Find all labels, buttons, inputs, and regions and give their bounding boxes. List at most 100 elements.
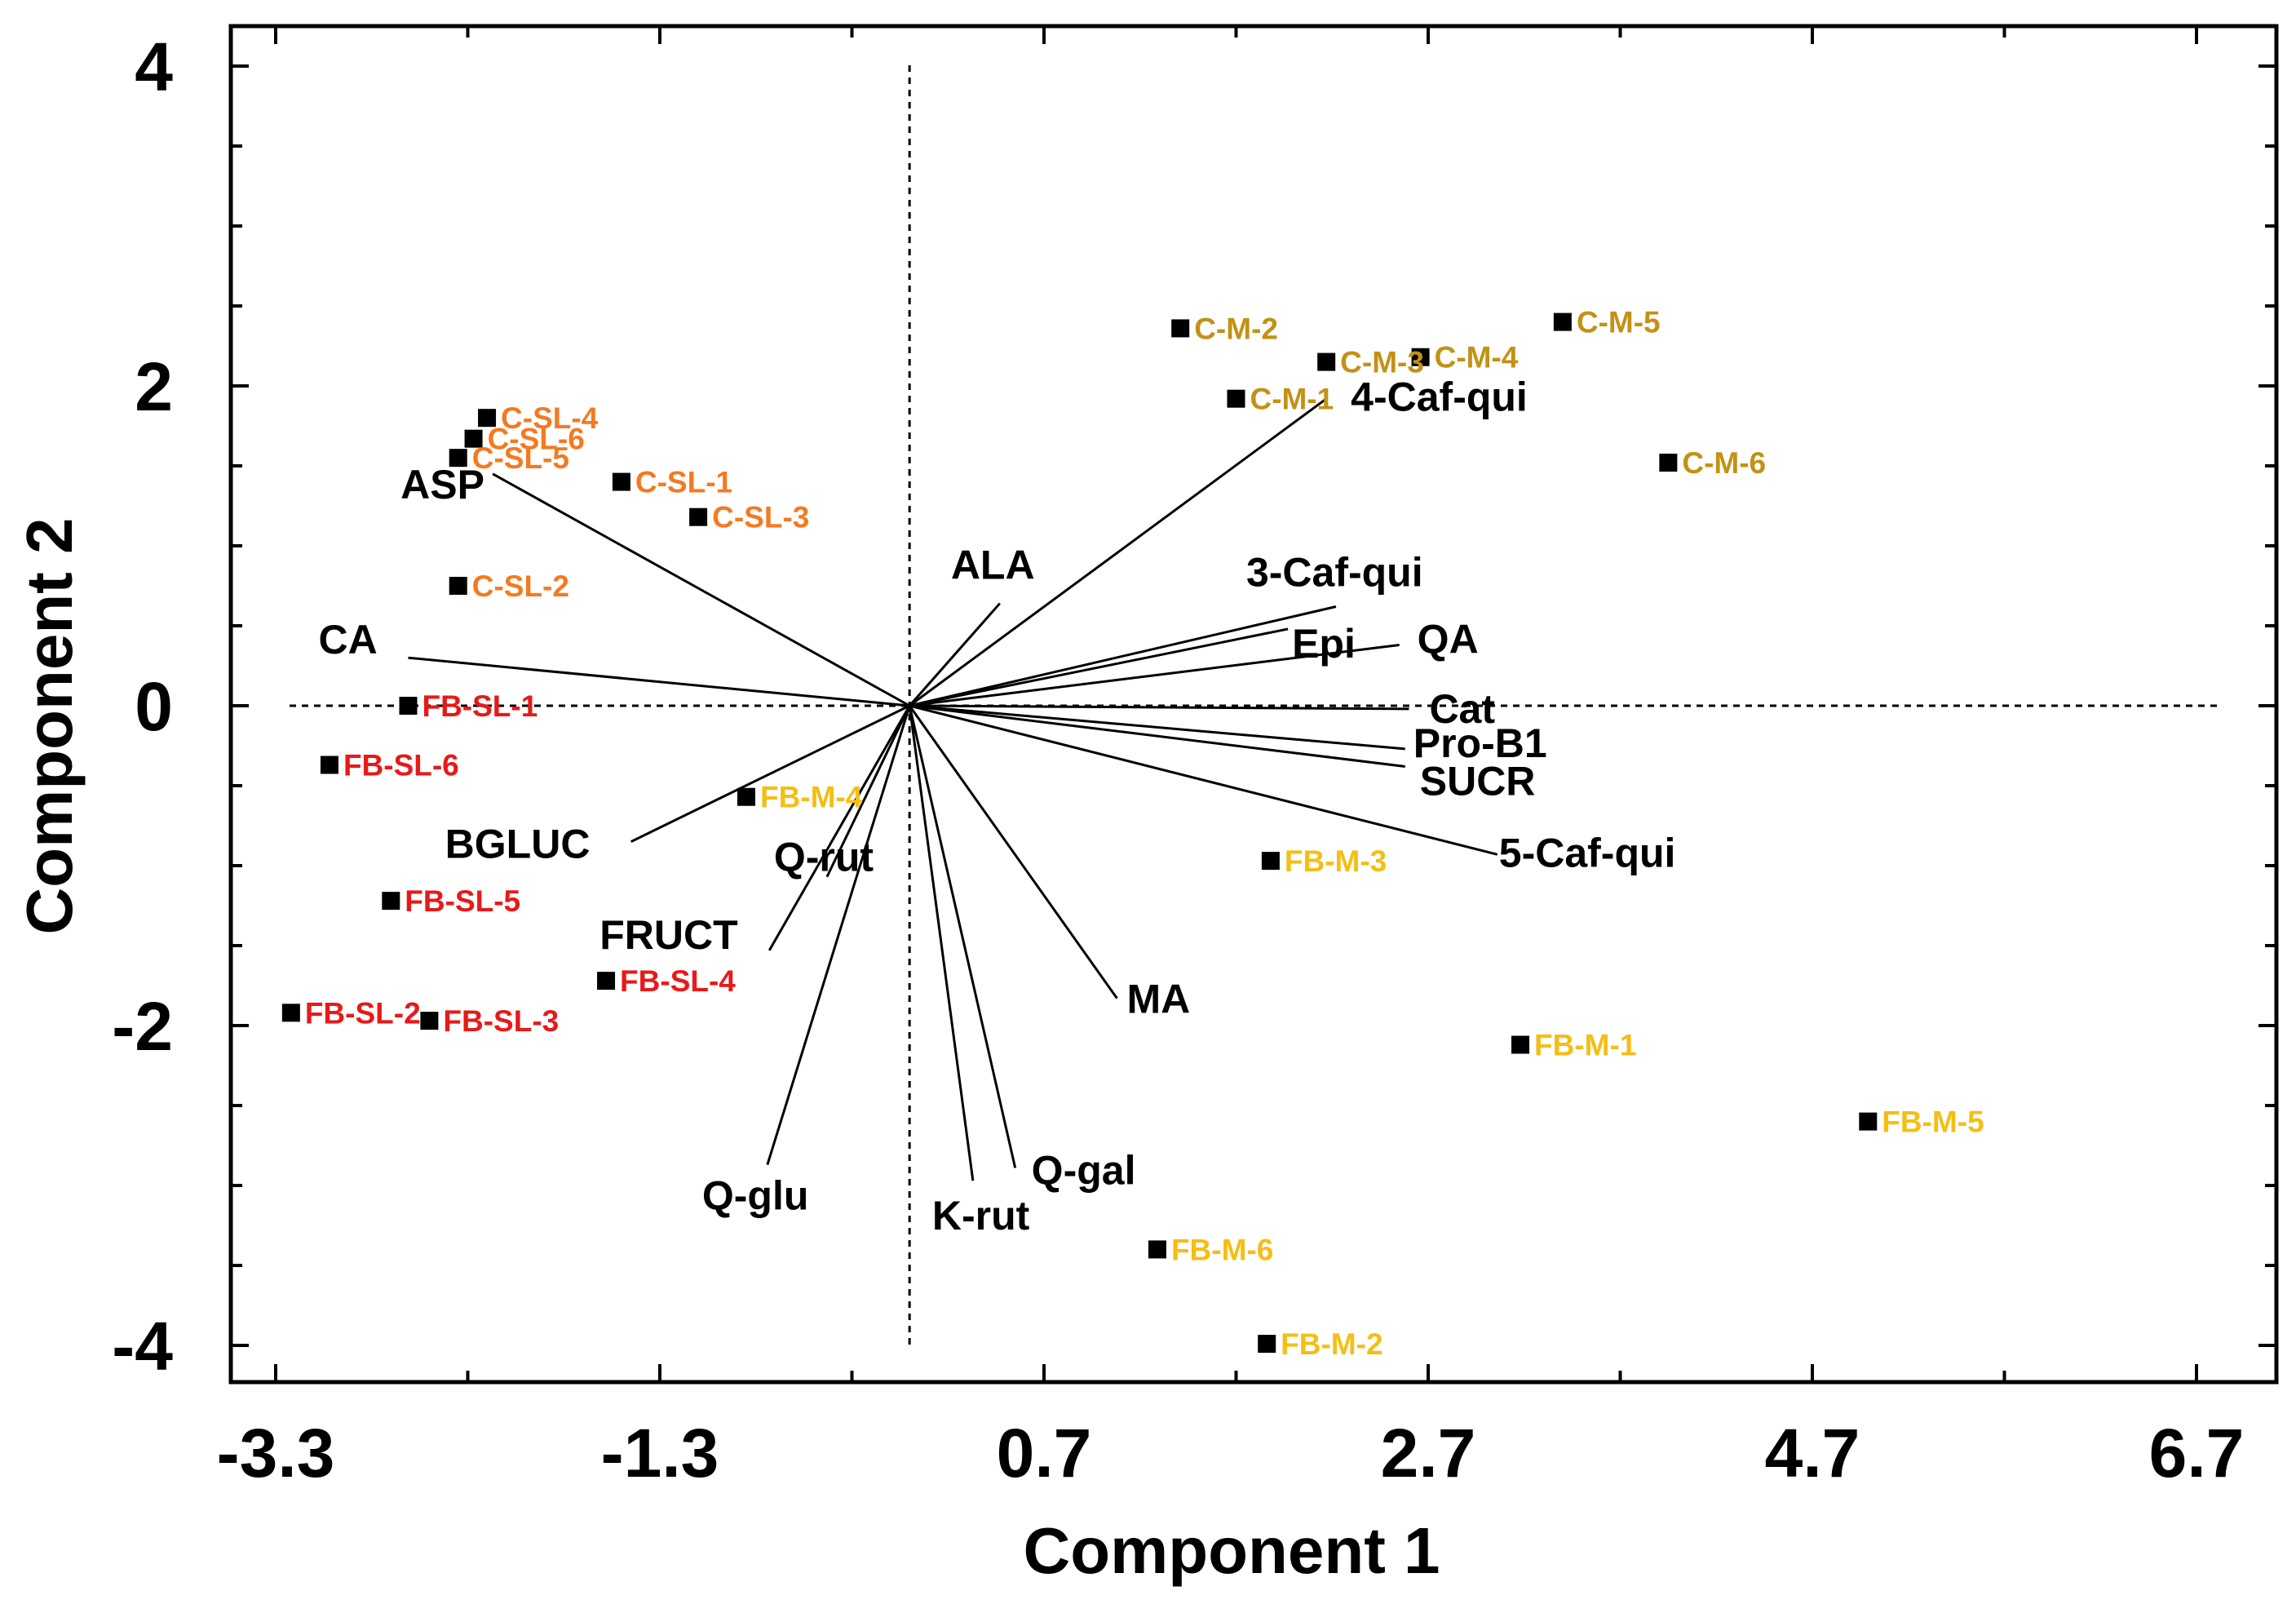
score-point	[464, 429, 483, 448]
score-point	[1411, 348, 1430, 366]
loading-vector-pro-b1	[909, 704, 1405, 751]
vector-label: ASP	[400, 462, 484, 507]
score-point-label: C-M-2	[1194, 312, 1278, 345]
vector-label: Cat	[1429, 686, 1495, 732]
score-point-label: C-M-3	[1340, 346, 1424, 379]
score-point	[1511, 1035, 1530, 1054]
vector-label: 4-Caf-qui	[1351, 374, 1528, 420]
score-point-label: FB-M-3	[1285, 844, 1387, 878]
loading-vector-q-gal	[908, 705, 1017, 1168]
x-tick-label: -1.3	[601, 1415, 719, 1491]
score-point	[1258, 1335, 1276, 1354]
y-tick-label: 2	[135, 348, 173, 425]
y-tick-label: 0	[135, 668, 173, 745]
vector-label: Q-gal	[1032, 1147, 1136, 1193]
score-point	[1317, 352, 1336, 371]
y-axis-ticks: 4 2 0 -2 -4	[112, 29, 2276, 1385]
vector-label: QA	[1418, 617, 1479, 662]
score-point-labels: C-SL-1 C-SL-2 C-SL-3 C-SL-4 C-SL-5C-SL-6 C-M-…	[305, 306, 1984, 1361]
score-point-label: FB-SL-3	[443, 1004, 559, 1038]
vector-label: SUCR	[1420, 758, 1536, 804]
vector-label: Q-rut	[774, 835, 874, 880]
score-point-label: C-SL-5	[472, 441, 569, 475]
x-tick-label: 6.7	[2149, 1415, 2245, 1491]
x-tick-label: 2.7	[1381, 1415, 1476, 1491]
score-point	[320, 756, 338, 774]
score-point	[1148, 1240, 1166, 1259]
loading-vector-3-caf-qui	[909, 605, 1337, 707]
y-tick-label: -2	[112, 988, 173, 1065]
loading-vector-5-caf-qui	[909, 704, 1498, 856]
score-point	[449, 577, 467, 595]
vector-label: Q-glu	[702, 1173, 809, 1219]
loading-vector-bgluc	[630, 704, 910, 843]
score-point-label: FB-SL-1	[422, 689, 538, 723]
score-point	[1859, 1112, 1878, 1131]
score-point-label: C-SL-2	[472, 569, 569, 603]
score-point	[449, 449, 467, 468]
score-point	[420, 1012, 439, 1030]
x-tick-label: 4.7	[1765, 1415, 1860, 1491]
loading-vector-ca	[408, 656, 910, 707]
score-point	[689, 507, 708, 526]
vector-label: BGLUC	[445, 822, 591, 867]
score-point-label: C-M-6	[1682, 446, 1766, 480]
loading-vector-ma	[908, 705, 1118, 999]
score-point	[281, 1004, 300, 1022]
loading-vector-q-rut	[825, 705, 911, 878]
loading-vector-k-rut	[908, 705, 975, 1181]
score-point-label: C-SL-1	[635, 466, 732, 499]
x-axis-title: Component 1	[1023, 1514, 1440, 1587]
score-point-label: FB-M-1	[1534, 1029, 1636, 1062]
score-point	[1227, 389, 1245, 408]
score-point	[1261, 852, 1280, 871]
vector-label: 3-Caf-qui	[1246, 549, 1423, 595]
vector-label: ALA	[951, 543, 1035, 588]
x-tick-label: 0.7	[997, 1415, 1092, 1491]
score-point-label: FB-SL-6	[343, 749, 459, 782]
score-point-label: C-SL-3	[712, 501, 809, 534]
vector-label: MA	[1126, 977, 1190, 1022]
score-point-label: C-M-1	[1250, 383, 1334, 416]
score-point	[1171, 319, 1190, 338]
loading-vectors	[408, 397, 1498, 1181]
score-point	[382, 892, 400, 911]
score-point-label: C-M-5	[1577, 306, 1661, 339]
score-point-label: C-SL-6	[488, 423, 585, 456]
y-axis-title: Component 2	[13, 517, 86, 934]
loading-vector-cat	[909, 704, 1409, 711]
loading-vector-ala	[909, 602, 1001, 707]
vector-label: CA	[318, 617, 377, 662]
vector-label: Epi	[1292, 621, 1356, 667]
loading-vector-epi	[909, 627, 1289, 707]
score-point-label: FB-SL-5	[405, 884, 520, 918]
loading-vector-fruct	[768, 705, 911, 951]
vector-label: 5-Caf-qui	[1499, 830, 1676, 875]
x-tick-label: -3.3	[217, 1415, 335, 1491]
y-tick-label: 4	[135, 29, 173, 105]
score-point-label: FB-SL-2	[305, 996, 421, 1030]
vector-label: FRUCT	[599, 912, 737, 958]
y-tick-label: -4	[112, 1308, 173, 1385]
loading-vector-qa	[909, 644, 1400, 707]
loading-vector-asp	[492, 472, 910, 707]
score-point-label: FB-M-2	[1281, 1327, 1382, 1361]
loading-vector-q-glu	[766, 705, 911, 1165]
x-axis-ticks: -3.3 -1.3 0.7 2.7 4.7 6.7	[217, 26, 2245, 1491]
score-point-label: FB-M-4	[760, 781, 863, 814]
score-point	[399, 697, 418, 715]
loading-vector-4-caf-qui	[909, 397, 1328, 707]
vector-label: K-rut	[932, 1193, 1030, 1239]
score-point	[1659, 454, 1678, 472]
score-point-label: C-M-4	[1435, 341, 1519, 374]
score-points	[281, 312, 1878, 1354]
score-point	[1553, 312, 1572, 331]
loading-vector-sucr	[909, 704, 1405, 768]
vector-label: Pro-B1	[1413, 720, 1547, 766]
score-point	[597, 972, 616, 990]
score-point-label: FB-M-6	[1171, 1233, 1273, 1266]
score-point	[612, 472, 630, 491]
score-point-label: C-SL-4	[501, 401, 599, 435]
